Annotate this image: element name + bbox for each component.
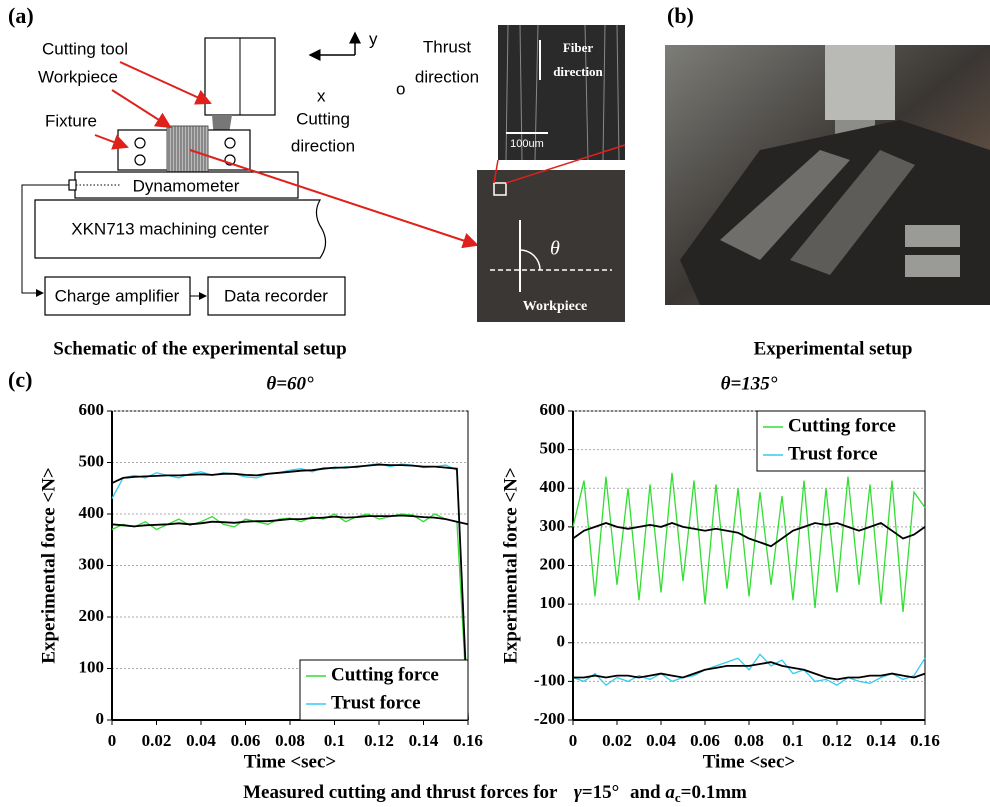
x-tick-label: 0.06 xyxy=(231,731,261,750)
label: direction xyxy=(291,136,355,155)
label: Fixture xyxy=(45,111,97,130)
y-tick-label: 300 xyxy=(540,516,566,535)
y-tick-label: 400 xyxy=(540,477,566,496)
x-tick-label: 0.04 xyxy=(646,731,676,750)
label: o xyxy=(396,79,405,98)
y-tick-label: 300 xyxy=(79,554,105,573)
label: x xyxy=(317,86,326,105)
x-tick-label: 0.04 xyxy=(186,731,216,750)
x-tick-label: 0 xyxy=(569,731,578,750)
label: direction xyxy=(415,67,479,86)
x-tick-label: 0.1 xyxy=(782,731,803,750)
data-line xyxy=(572,521,926,548)
x-tick-label: 0.12 xyxy=(364,731,394,750)
data-line xyxy=(111,514,469,528)
panel-label: (a) xyxy=(8,3,34,28)
legend-label: Cutting force xyxy=(788,415,896,436)
label: Workpiece xyxy=(523,299,588,314)
y-tick-label: 400 xyxy=(79,503,105,522)
data-line xyxy=(573,661,926,681)
label: y xyxy=(369,29,378,48)
schematic xyxy=(21,24,990,322)
x-tick-label: 0 xyxy=(108,731,117,750)
y-axis-label: Experimental force <N> xyxy=(500,467,521,663)
caption-text: =15° xyxy=(582,782,619,803)
y-tick-label: 200 xyxy=(79,606,105,625)
legend-label: Trust force xyxy=(788,443,878,464)
y-tick-label: 600 xyxy=(79,400,105,419)
label: Charge amplifier xyxy=(55,286,180,305)
panel-label: (c) xyxy=(8,367,32,392)
x-tick-label: 0.16 xyxy=(453,731,483,750)
label: Dynamometer xyxy=(133,176,240,195)
data-line xyxy=(111,463,469,721)
label: Workpiece xyxy=(38,67,118,86)
y-axis-label: Experimental force <N> xyxy=(38,467,59,663)
caption-text: and xyxy=(630,782,661,803)
y-tick-label: 0 xyxy=(557,632,566,651)
x-tick-label: 0.08 xyxy=(275,731,305,750)
x-axis-label: Time <sec> xyxy=(703,751,796,772)
caption-text: a xyxy=(665,782,675,803)
x-tick-label: 0.08 xyxy=(734,731,764,750)
y-tick-label: 600 xyxy=(540,400,566,419)
data-line xyxy=(111,513,469,721)
caption-text: γ xyxy=(574,782,582,803)
y-tick-label: 200 xyxy=(540,554,566,573)
label: XKN713 machining center xyxy=(71,219,269,238)
y-tick-label: 100 xyxy=(540,593,566,612)
x-tick-label: 0.14 xyxy=(409,731,439,750)
caption-text: =0.1mm xyxy=(681,782,747,803)
x-tick-label: 0.02 xyxy=(602,731,632,750)
y-tick-label: -200 xyxy=(534,709,565,728)
data-line xyxy=(572,472,926,612)
x-tick-label: 0.14 xyxy=(866,731,896,750)
data-line xyxy=(572,653,926,687)
x-tick-label: 0.16 xyxy=(910,731,940,750)
x-tick-label: 0.02 xyxy=(142,731,172,750)
x-tick-label: 0.12 xyxy=(822,731,852,750)
chart-title: θ=135° xyxy=(721,373,778,394)
x-axis-label: Time <sec> xyxy=(244,751,337,772)
panel-label: (b) xyxy=(667,3,694,28)
x-tick-label: 0.1 xyxy=(324,731,345,750)
y-tick-label: -100 xyxy=(534,670,565,689)
legend xyxy=(299,659,469,721)
label: Cutting tool xyxy=(42,39,128,58)
y-tick-label: 100 xyxy=(79,657,105,676)
caption: Measured cutting and thrust forces for γ… xyxy=(243,782,747,805)
label: Cutting xyxy=(296,109,350,128)
x-tick-label: 0.06 xyxy=(690,731,720,750)
label: Data recorder xyxy=(224,286,328,305)
y-tick-label: 500 xyxy=(79,451,105,470)
y-tick-label: 0 xyxy=(96,709,105,728)
legend-label: Trust force xyxy=(331,692,421,713)
label: 100um xyxy=(510,138,544,150)
label: direction xyxy=(553,64,603,79)
y-tick-label: 500 xyxy=(540,439,566,458)
caption: Experimental setup xyxy=(754,338,913,359)
chart-title: θ=60° xyxy=(266,373,314,394)
caption-text: c xyxy=(675,790,681,805)
label: θ xyxy=(550,238,560,260)
label: Fiber xyxy=(563,40,594,55)
legend-label: Cutting force xyxy=(331,664,439,685)
caption: Schematic of the experimental setup xyxy=(53,338,346,359)
caption-text: Measured cutting and thrust forces for xyxy=(243,782,558,803)
legend xyxy=(756,410,926,472)
label: Thrust xyxy=(423,37,471,56)
